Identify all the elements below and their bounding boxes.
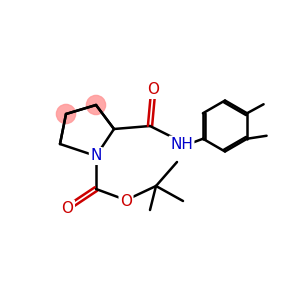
Text: O: O: [120, 194, 132, 208]
Text: O: O: [147, 82, 159, 98]
Text: N: N: [90, 148, 102, 164]
Circle shape: [56, 104, 76, 124]
Text: O: O: [61, 201, 74, 216]
Circle shape: [86, 95, 106, 115]
Text: NH: NH: [170, 137, 193, 152]
